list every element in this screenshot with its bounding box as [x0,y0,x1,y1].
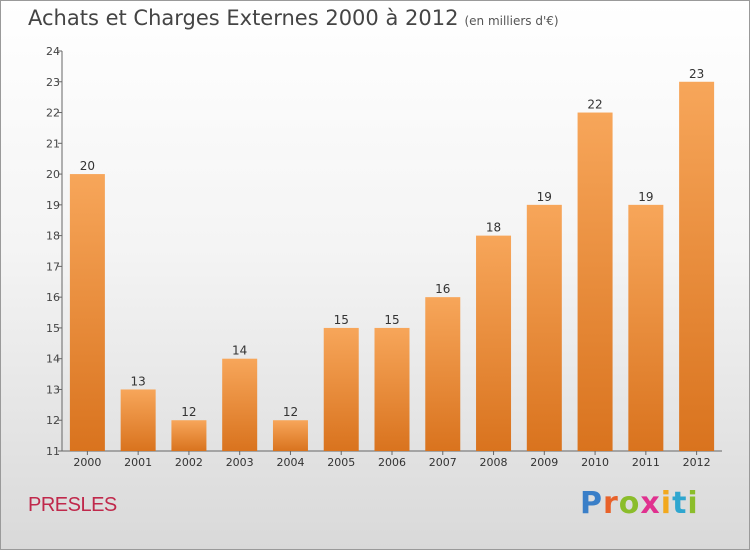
logo-letter: o [618,486,641,521]
bar-2011 [628,204,664,451]
bar-2006 [374,327,410,451]
y-tick-label: 13 [46,383,60,396]
x-tick-label: 2012 [683,456,711,469]
bars [69,81,715,452]
logo-letter: i [687,486,699,521]
y-tick-label: 23 [46,76,60,89]
data-label-2009: 19 [537,190,552,204]
chart-title-text: Achats et Charges Externes 2000 à 2012 [28,6,459,30]
bar-2001 [120,389,156,451]
bar-2000 [69,174,105,452]
y-tick-label: 18 [46,230,60,243]
y-tick-label: 24 [46,45,60,58]
x-tick-label: 2001 [124,456,152,469]
y-tick-label: 11 [46,445,60,458]
x-tick-label: 2005 [327,456,355,469]
y-tick-label: 15 [46,322,60,335]
y-tick-label: 12 [46,414,60,427]
x-tick-label: 2008 [480,456,508,469]
data-label-2012: 23 [689,67,704,81]
data-labels: 20 13 12 14 12 15 15 16 18 19 22 19 23 [80,67,705,419]
x-tick-label: 2009 [530,456,558,469]
proxiti-logo: Proxiti [580,486,699,521]
y-tick-label: 22 [46,107,60,120]
x-tick-label: 2010 [581,456,609,469]
data-label-2005: 15 [334,313,349,327]
bar-2007 [425,297,461,451]
x-tick-label: 2004 [276,456,304,469]
bar-2003 [222,358,258,451]
y-tick-label: 19 [46,199,60,212]
x-tick-label: 2003 [226,456,254,469]
chart-unit: (en milliers d'€) [464,14,559,28]
y-tick-label: 14 [46,353,60,366]
bar-2009 [526,204,562,451]
data-label-2006: 15 [384,313,399,327]
x-tick-label: 2002 [175,456,203,469]
bar-2008 [476,235,512,451]
bar-2004 [272,420,308,451]
y-tick-label: 16 [46,291,60,304]
data-label-2001: 13 [131,374,146,388]
x-tick-label: 2011 [632,456,660,469]
bar-2005 [323,327,359,451]
data-label-2008: 18 [486,221,501,235]
logo-letter: P [580,486,603,521]
x-tick-label: 2000 [73,456,101,469]
y-tick-label: 20 [46,168,60,181]
data-label-2003: 14 [232,344,247,358]
commune-name: PRESLES [28,494,117,516]
y-tick-label: 21 [46,137,60,150]
x-tick-label: 2006 [378,456,406,469]
x-tick-label: 2007 [429,456,457,469]
chart-title: Achats et Charges Externes 2000 à 2012 (e… [28,6,559,30]
bar-2012 [679,81,715,452]
data-label-2002: 12 [181,405,196,419]
bar-2010 [577,112,613,452]
y-tick-label: 17 [46,260,60,273]
data-label-2004: 12 [283,405,298,419]
data-label-2000: 20 [80,159,95,173]
logo-letter: x [640,486,661,521]
logo-letter: r [603,486,619,521]
logo-letter: t [672,486,688,521]
logo-letter: i [660,486,673,521]
data-label-2011: 19 [638,190,653,204]
data-label-2007: 16 [435,282,450,296]
bar-2002 [171,420,207,451]
data-label-2010: 22 [587,98,602,112]
